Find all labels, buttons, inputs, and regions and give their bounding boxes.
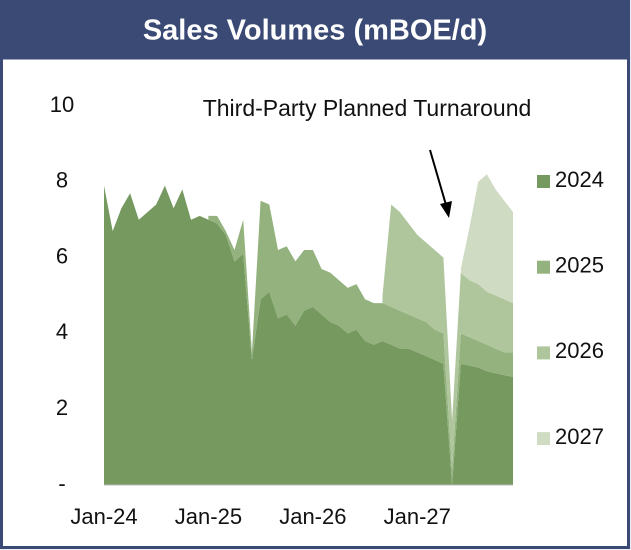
area <box>104 185 513 485</box>
legend-swatch <box>537 260 550 274</box>
legend-label: 2025 <box>555 253 604 278</box>
annotation: Third-Party Planned Turnaround <box>203 95 532 121</box>
legend-swatch <box>537 432 550 446</box>
y-tick-label: 6 <box>56 243 68 268</box>
area <box>208 200 513 486</box>
x-tick-label: Jan-25 <box>175 504 242 529</box>
x-tick-label: Jan-26 <box>279 504 346 529</box>
y-tick-label: 8 <box>56 168 68 193</box>
legend-label: 2026 <box>555 338 604 363</box>
y-tick-label: 4 <box>56 319 68 344</box>
arrow-head <box>440 201 452 218</box>
area <box>460 174 513 304</box>
x-tick-label: Jan-27 <box>384 504 451 529</box>
legend-label: 2024 <box>555 167 604 192</box>
y-tick-label: 2 <box>56 395 68 420</box>
x-tick-label: Jan-24 <box>70 504 137 529</box>
legend-swatch <box>537 175 550 188</box>
header <box>1 1 629 60</box>
y-tick-label: 10 <box>50 92 74 117</box>
legend-label: 2027 <box>555 424 604 449</box>
chart-title: Sales Volumes (mBOE/d) <box>143 15 487 47</box>
arrow-shaft <box>429 149 447 206</box>
legend-swatch <box>537 346 550 360</box>
y-tick-label: - <box>58 471 65 496</box>
area <box>382 204 513 470</box>
